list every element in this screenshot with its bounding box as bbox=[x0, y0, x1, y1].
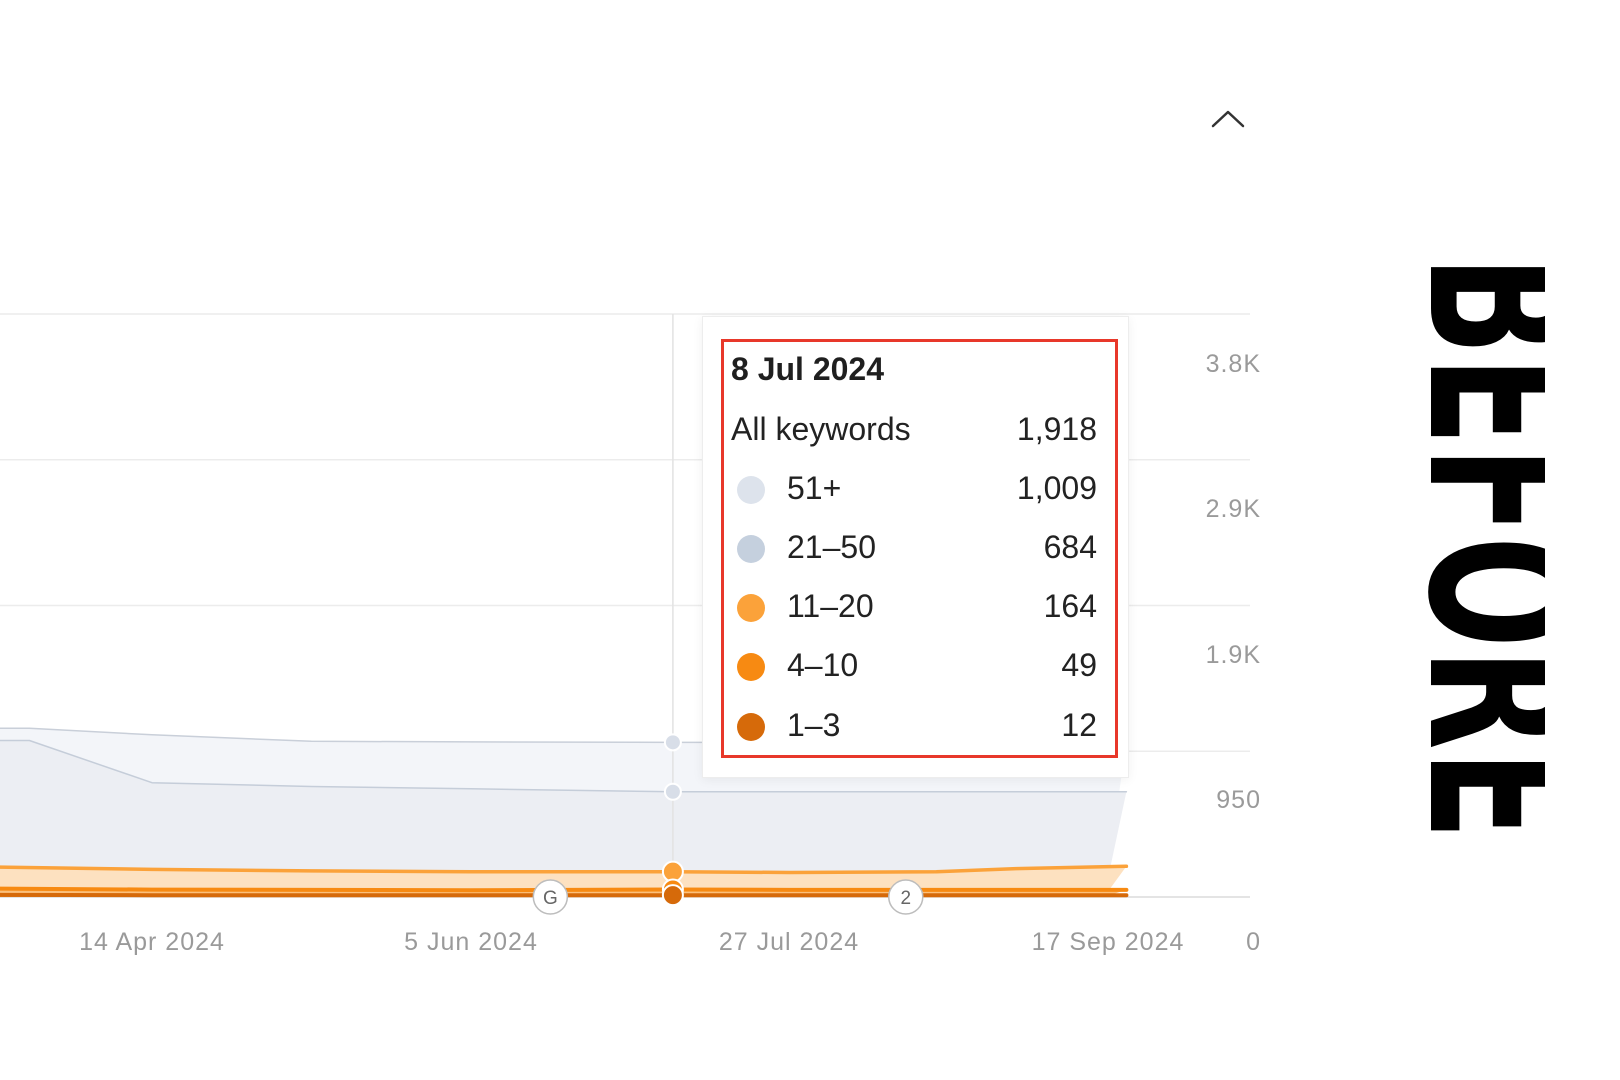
tooltip-row-value: 164 bbox=[1043, 588, 1097, 624]
tooltip-row: 1–3 12 bbox=[731, 707, 1097, 747]
hover-point bbox=[661, 884, 684, 907]
tooltip-row-label: 4–10 bbox=[787, 647, 859, 683]
tooltip-row: 4–10 49 bbox=[731, 647, 1097, 687]
series-dot-icon bbox=[737, 653, 765, 681]
before-watermark-text: BEFORE bbox=[1383, 255, 1545, 840]
y-tick-2.9K: 2.9K bbox=[1205, 495, 1261, 523]
tooltip-row-label: 1–3 bbox=[787, 707, 841, 743]
tooltip-row-value: 684 bbox=[1043, 529, 1097, 565]
series-area bbox=[0, 740, 1127, 897]
annotation-label: G bbox=[543, 888, 558, 909]
tooltip-row-value: 12 bbox=[1061, 707, 1097, 743]
series-dot-icon bbox=[737, 535, 765, 563]
tooltip-row-label: 51+ bbox=[787, 470, 842, 506]
series-line bbox=[0, 739, 1128, 793]
chevron-up-icon[interactable] bbox=[1210, 106, 1246, 130]
annotation-marker bbox=[532, 879, 569, 915]
hover-layer bbox=[661, 314, 684, 907]
x-tick-27-jul-2024: 27 Jul 2024 bbox=[718, 928, 860, 956]
tooltip-row: 51+ 1,009 bbox=[731, 470, 1097, 510]
x-tick-14-apr-2024: 14 Apr 2024 bbox=[79, 928, 225, 956]
tooltip-date: 8 Jul 2024 bbox=[731, 351, 884, 387]
series-dot-icon bbox=[737, 594, 765, 622]
tooltip-total-value: 1,918 bbox=[1016, 411, 1097, 447]
tooltip-row-all-keywords: All keywords 1,918 bbox=[731, 411, 1097, 451]
hover-point bbox=[663, 782, 682, 801]
series-dot-icon bbox=[737, 476, 765, 504]
tooltip-highlight-box bbox=[721, 339, 1118, 758]
y-tick-0: 0 bbox=[1246, 928, 1261, 956]
y-tick-950: 950 bbox=[1216, 786, 1261, 814]
chart-tooltip: 8 Jul 2024 All keywords 1,918 51+ 1,009 … bbox=[702, 316, 1129, 778]
hover-point bbox=[663, 733, 682, 752]
tooltip-row: 11–20 164 bbox=[731, 588, 1097, 628]
tooltip-total-label: All keywords bbox=[731, 411, 911, 447]
annotation-label: 2 bbox=[900, 888, 911, 909]
y-tick-3.8K: 3.8K bbox=[1205, 350, 1261, 378]
before-watermark: BEFORE bbox=[1383, 255, 1545, 840]
tooltip-row-value: 1,009 bbox=[1016, 470, 1097, 506]
x-tick-5-jun-2024: 5 Jun 2024 bbox=[404, 928, 538, 956]
tooltip-row-label: 11–20 bbox=[787, 588, 874, 624]
x-tick-17-sep-2024: 17 Sep 2024 bbox=[1031, 928, 1185, 956]
tooltip-row-value: 49 bbox=[1061, 647, 1097, 683]
y-tick-1.9K: 1.9K bbox=[1205, 641, 1261, 669]
tooltip-row-label: 21–50 bbox=[787, 529, 876, 565]
annotation-marker bbox=[888, 879, 924, 915]
series-dot-icon bbox=[737, 713, 765, 741]
tooltip-row: 21–50 684 bbox=[731, 529, 1097, 569]
